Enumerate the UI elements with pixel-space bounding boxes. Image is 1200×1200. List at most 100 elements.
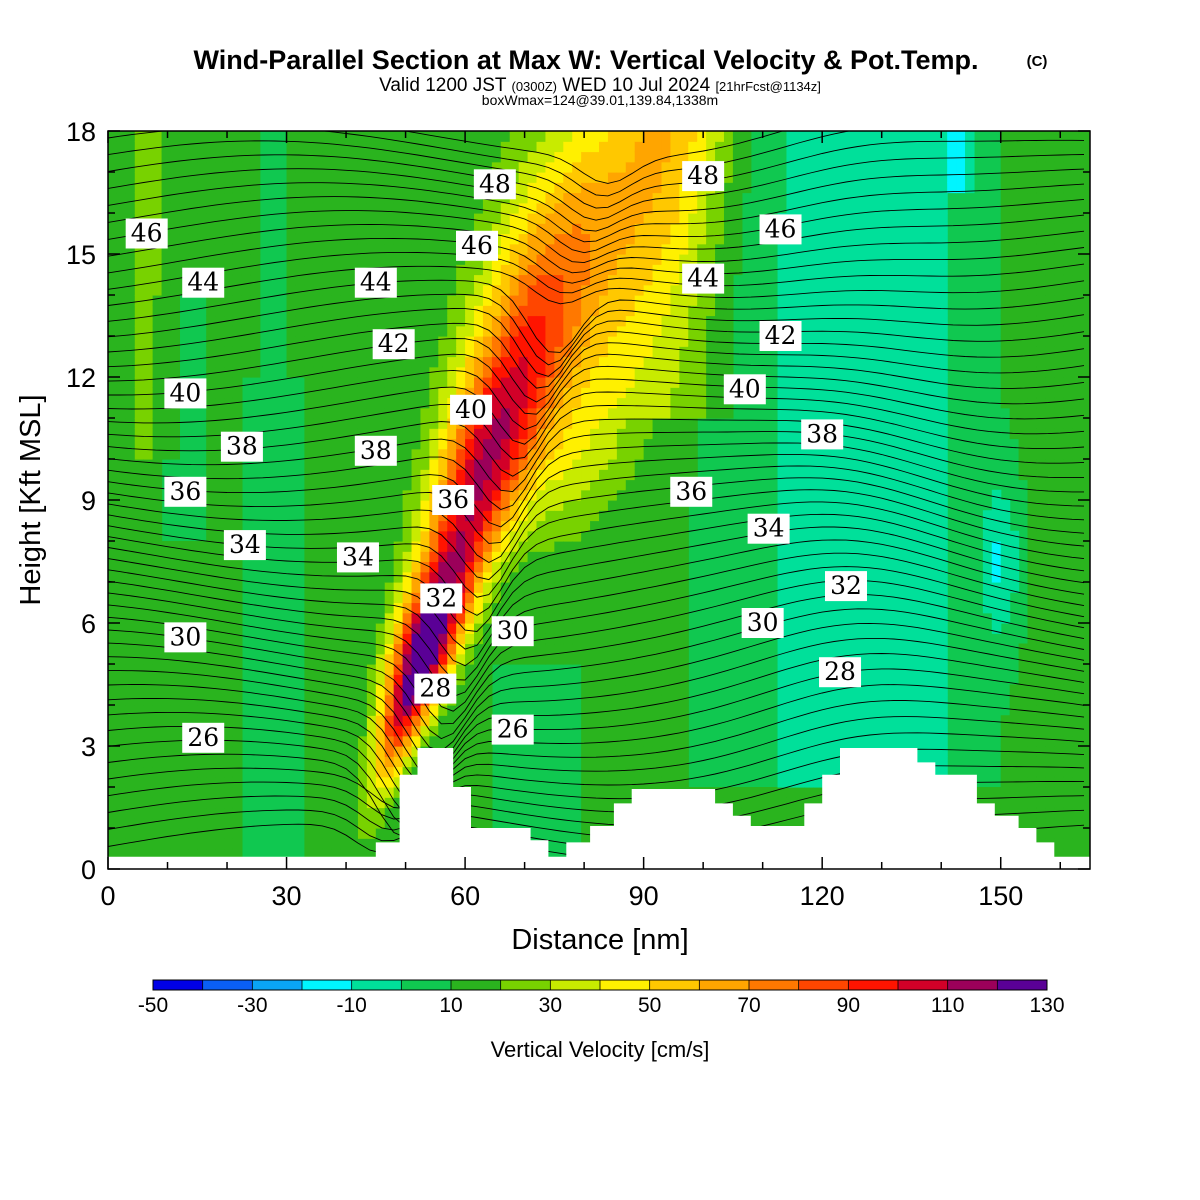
colorbar-tick-label: 10: [439, 994, 462, 1017]
colorbar-swatch: [351, 980, 402, 990]
utc-time: (0300Z): [511, 79, 557, 94]
colorbar-swatch: [947, 980, 998, 990]
theta-contour-line: [108, 182, 1085, 243]
contour-label-text: 30: [747, 608, 779, 637]
theta-contour-line: [108, 579, 1085, 712]
theta-contour-line: [108, 716, 1085, 817]
colorbar-tick-label: -10: [336, 994, 366, 1017]
colorbar-tick-label: -30: [237, 994, 267, 1017]
plot-area: 46 44 40 38 36 34 30 26 44 42 38 34 48 46 40 36 32 28 30 26…: [108, 131, 1090, 869]
theta-contour-line: [108, 489, 1085, 598]
theta-contour-line: [108, 391, 1085, 460]
theta-contour-line: [108, 196, 1085, 254]
colorbar-swatch: [798, 980, 849, 990]
contour-label-text: 42: [378, 329, 410, 358]
contour-label: 34: [223, 530, 266, 561]
y-tick-label: 0: [81, 855, 96, 885]
copyright-mark: (C): [1027, 53, 1048, 70]
colorbar-tick-label: -50: [138, 994, 168, 1017]
contour-label: 34: [336, 542, 379, 573]
contour-label-text: 32: [425, 583, 457, 612]
terrain: [108, 748, 1090, 869]
contour-label-text: 40: [455, 395, 487, 424]
theta-contour-line: [108, 210, 1085, 264]
theta-contour-line: [108, 501, 1085, 616]
colorbar-swatch: [401, 980, 452, 990]
contour-label: 34: [747, 513, 790, 544]
colorbar-swatch: [649, 980, 700, 990]
theta-contour-line: [108, 338, 1085, 403]
colorbar-tick-label: 110: [931, 994, 964, 1017]
theta-contour-line: [108, 308, 1085, 377]
contour-label-text: 28: [824, 657, 856, 686]
x-tick-label: 150: [978, 881, 1023, 911]
contour-label-text: 36: [437, 485, 469, 514]
colorbar-swatch: [550, 980, 601, 990]
terrain-shape: [108, 748, 1090, 869]
contour-label: 46: [759, 214, 802, 245]
theta-contour-line: [402, 131, 785, 184]
theta-contour-line: [108, 732, 1085, 828]
forecast-info: [21hrFcst@1134z]: [715, 79, 820, 94]
contour-label-text: 46: [461, 231, 493, 260]
contour-label-text: 48: [479, 169, 511, 198]
theta-contour-line: [108, 293, 1085, 366]
y-tick-label: 6: [81, 609, 96, 639]
contour-label: 44: [354, 267, 397, 298]
colorbar-tick-label: 130: [1029, 994, 1064, 1017]
contour-label: 26: [491, 714, 534, 745]
contour-label: 42: [759, 321, 802, 351]
theta-contour-line: [108, 552, 1085, 681]
colorbar-tick-label: 70: [737, 994, 760, 1017]
theta-contour-line: [108, 442, 1084, 528]
contour-label-text: 38: [360, 436, 392, 465]
contour-label-text: 38: [226, 432, 258, 461]
contour-label: 36: [432, 485, 475, 515]
contour-label-text: 40: [729, 374, 761, 403]
colorbar-swatch: [997, 980, 1048, 990]
contour-label-text: 44: [687, 264, 719, 293]
colorbar-swatch: [302, 980, 352, 990]
theta-contour-line: [108, 405, 1085, 477]
theta-contour-line: [108, 139, 1085, 209]
theta-contour-line: [108, 418, 1085, 493]
contour-label: 28: [819, 657, 862, 688]
theta-contour-line: [108, 622, 1085, 752]
theta-contour-line: [108, 224, 1085, 274]
colorbar-swatch: [848, 980, 899, 990]
theta-contour-line: [108, 265, 1085, 306]
contour-label: 42: [372, 329, 415, 360]
contour-label-text: 42: [765, 321, 797, 350]
colorbar-swatch: [252, 980, 303, 990]
x-tick-label: 30: [272, 881, 302, 911]
contour-label: 44: [182, 267, 225, 298]
contour-label: 40: [450, 394, 493, 425]
colorbar-tick-label: 90: [837, 994, 860, 1017]
contour-label: 30: [491, 616, 534, 647]
contour-label: 48: [473, 169, 516, 200]
theta-contour-line: [108, 668, 1085, 787]
contour-label: 40: [723, 374, 766, 405]
theta-contours: [108, 131, 1085, 866]
contour-label: 38: [801, 419, 844, 450]
colorbar-swatch: [451, 980, 501, 990]
theta-contour-line: [108, 154, 1085, 221]
theta-contour-line: [108, 353, 1085, 415]
colorbar-swatch: [699, 980, 750, 990]
theta-contour-line: [108, 526, 1085, 650]
theta-contour-line: [108, 251, 1085, 294]
contour-label: 38: [354, 435, 397, 466]
theta-contour-line: [108, 748, 1085, 839]
y-tick-label: 18: [66, 117, 96, 147]
contour-label-text: 46: [765, 214, 797, 243]
contour-label-text: 26: [497, 715, 529, 744]
contour-label-text: 34: [229, 530, 261, 559]
contour-label: 44: [682, 263, 725, 294]
contour-label-text: 44: [187, 268, 219, 297]
contour-label-text: 44: [360, 268, 392, 297]
theta-contour-line: [108, 431, 1085, 511]
contour-label: 32: [420, 583, 463, 614]
colorbar-swatch: [898, 980, 948, 990]
